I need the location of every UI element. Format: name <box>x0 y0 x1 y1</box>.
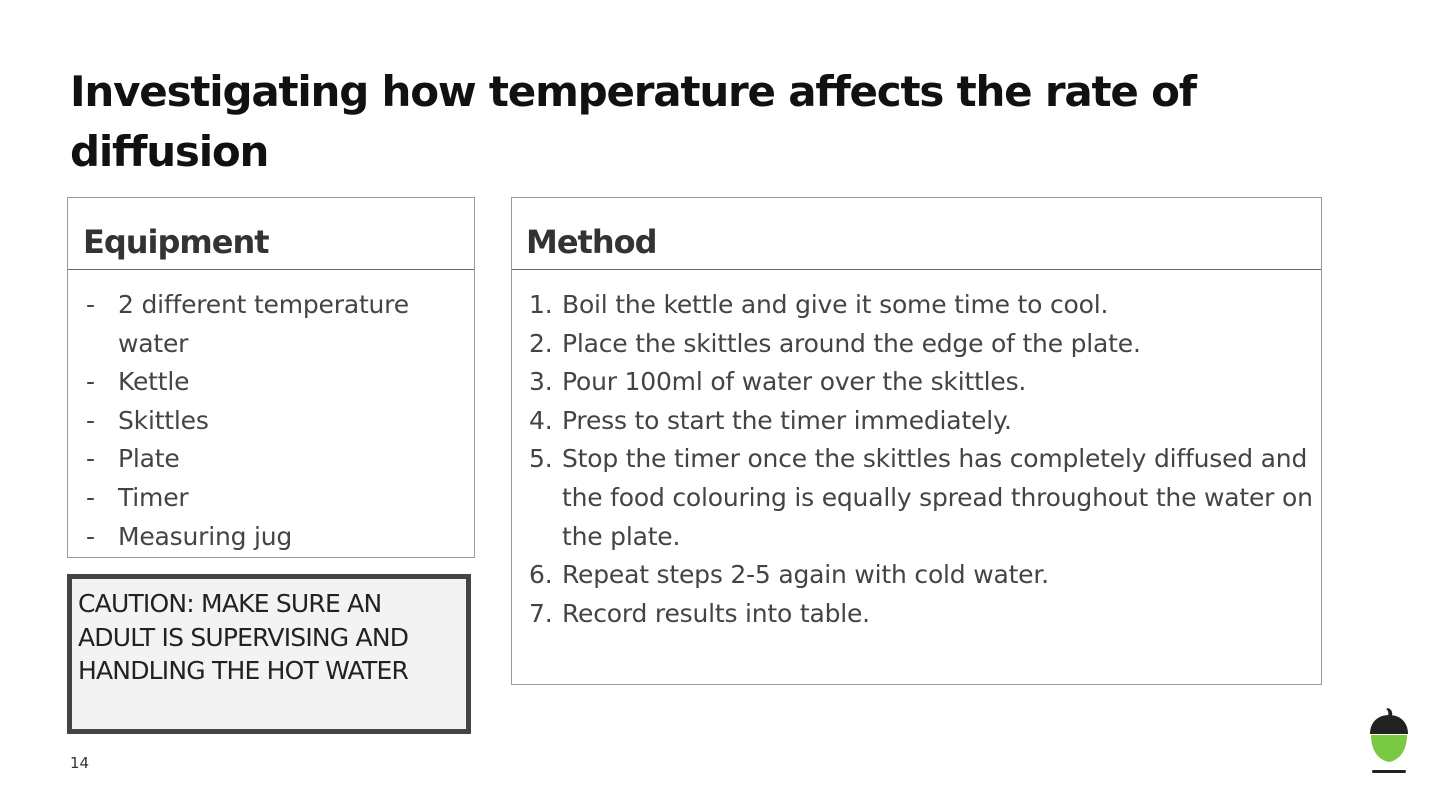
dash-marker: - <box>86 521 95 551</box>
slide-title: Investigating how temperature affects th… <box>70 67 1197 176</box>
equipment-heading: Equipment <box>68 198 474 270</box>
list-item: - Measuring jug <box>68 518 474 557</box>
list-item: - Timer <box>68 479 474 518</box>
caution-box: CAUTION: MAKE SURE AN ADULT IS SUPERVISI… <box>67 574 471 734</box>
list-item: - Skittles <box>68 402 474 441</box>
dash-marker: - <box>86 367 95 397</box>
step-number: 7. <box>529 598 553 628</box>
dash-marker: - <box>86 290 95 319</box>
step-number: 6. <box>529 560 553 590</box>
dash-marker: - <box>86 444 95 474</box>
step-number: 1. <box>529 290 553 319</box>
step-number: 2. <box>529 328 553 358</box>
list-item: 2. Place the skittles around the edge of … <box>512 325 1321 364</box>
equipment-panel: Equipment -2 different temperature water… <box>67 197 475 558</box>
method-heading: Method <box>512 198 1321 270</box>
list-item: 7. Record results into table. <box>512 595 1321 634</box>
step-number: 4. <box>529 405 553 435</box>
list-item: 6. Repeat steps 2-5 again with cold water… <box>512 556 1321 595</box>
method-steps: 1. Boil the kettle and give it some time … <box>512 270 1321 633</box>
equipment-list: -2 different temperature water - Kettle -… <box>68 270 474 556</box>
list-item: - Kettle <box>68 363 474 402</box>
step-number: 5. <box>529 444 553 474</box>
list-item: 3. Pour 100ml of water over the skittles. <box>512 363 1321 402</box>
acorn-icon <box>1370 708 1408 773</box>
list-item: -2 different temperature water <box>68 286 474 363</box>
dash-marker: - <box>86 482 95 512</box>
list-item: - Plate <box>68 440 474 479</box>
method-panel: Method 1. Boil the kettle and give it som… <box>511 197 1322 685</box>
dash-marker: - <box>86 405 95 435</box>
list-item: 5. Stop the timer once the skittles has c… <box>512 440 1321 556</box>
page-number: 14 <box>70 754 90 772</box>
list-item: 4. Press to start the timer immediately. <box>512 402 1321 441</box>
list-item: 1. Boil the kettle and give it some time … <box>512 286 1321 325</box>
step-number: 3. <box>529 367 553 397</box>
